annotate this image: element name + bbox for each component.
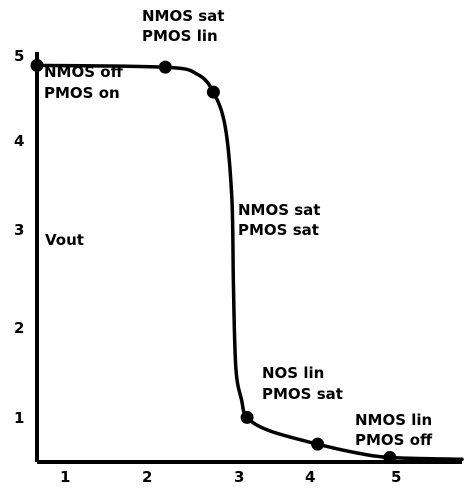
annotation-line: NMOS sat [142, 7, 224, 25]
x-tick-label: 1 [60, 468, 70, 486]
annotation-line: PMOS on [44, 84, 120, 102]
annotation-line: PMOS off [355, 431, 433, 449]
annotation-line: NMOS sat [238, 201, 320, 219]
curve-point [30, 58, 44, 72]
curve-point [311, 437, 325, 451]
annotation-nmos-off-pmos-on: NMOS off PMOS on [44, 63, 124, 102]
annotation-line: NOS lin [262, 364, 324, 382]
y-tick-label: 5 [14, 47, 24, 65]
annotation-line: NMOS lin [355, 411, 432, 429]
annotation-nmos-sat-pmos-lin: NMOS sat PMOS lin [142, 7, 224, 45]
y-tick-label: 4 [14, 132, 24, 150]
annotation-line: NMOS off [44, 63, 124, 81]
y-tick-label: 2 [14, 319, 24, 337]
x-tick-label: 5 [391, 468, 401, 486]
annotation-line: PMOS sat [262, 385, 343, 403]
curve-markers [30, 58, 397, 465]
annotation-nmos-sat-pmos-sat: NMOS sat PMOS sat [238, 201, 320, 239]
curve-point [158, 60, 172, 74]
y-tick-label: 1 [14, 409, 24, 427]
x-tick-labels: 1 2 3 4 5 [60, 468, 401, 486]
x-tick-label: 3 [234, 468, 244, 486]
curve-point [240, 410, 254, 424]
vout-curve [35, 63, 464, 462]
annotation-line: PMOS sat [238, 221, 319, 239]
annotation-nos-lin-pmos-sat: NOS lin PMOS sat [262, 364, 343, 403]
curve-point [383, 451, 397, 465]
y-axis-label: Vout [45, 231, 84, 249]
x-tick-label: 2 [142, 468, 152, 486]
annotation-line: PMOS lin [142, 27, 218, 45]
annotation-nmos-lin-pmos-off: NMOS lin PMOS off [355, 411, 433, 449]
y-tick-label: 3 [14, 221, 24, 239]
curve-point [206, 85, 220, 99]
y-tick-labels: 5 4 3 2 1 [14, 47, 24, 427]
x-tick-label: 4 [305, 468, 315, 486]
